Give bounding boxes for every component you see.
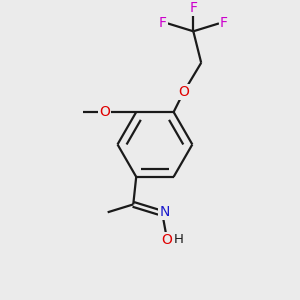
Text: F: F (189, 1, 197, 15)
Text: N: N (160, 205, 170, 219)
Text: F: F (159, 16, 167, 30)
Text: O: O (178, 85, 189, 99)
Text: O: O (99, 105, 110, 119)
Text: F: F (220, 16, 228, 30)
Text: H: H (174, 233, 184, 246)
Text: O: O (161, 233, 172, 247)
